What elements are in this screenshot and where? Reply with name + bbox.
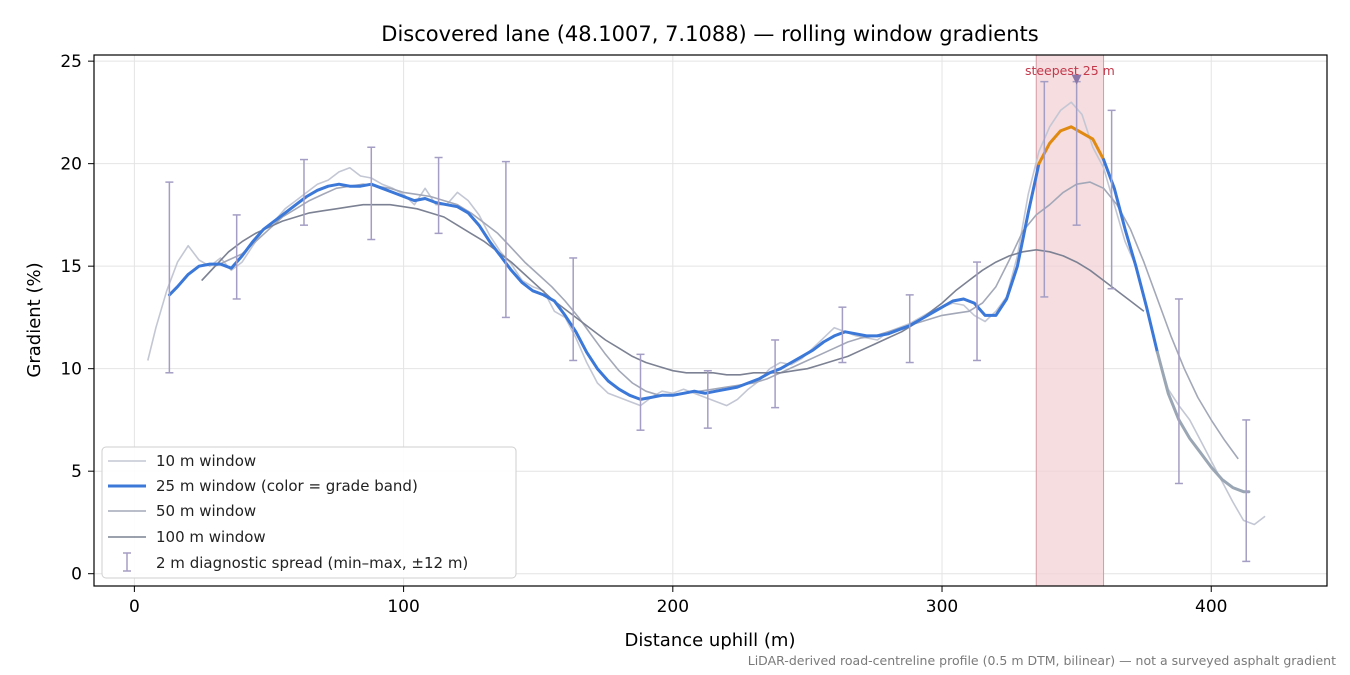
legend-label-100m: 100 m window [156, 528, 266, 546]
x-tick-label-300: 300 [926, 597, 958, 617]
series-line-25m-low [1155, 350, 1251, 494]
y-tick-label-5: 5 [71, 462, 82, 482]
errorbar-213 [703, 369, 712, 429]
series-line-100m [201, 203, 1145, 376]
plot-frame [93, 54, 1328, 587]
y-tick-label-15: 15 [60, 257, 82, 277]
series-line-25m-steep [1037, 125, 1106, 166]
x-axis: 0 100 200 300 400 [129, 586, 1227, 617]
x-tick-label-0: 0 [129, 597, 140, 617]
errorbar-38 [232, 214, 241, 300]
errorbar-413 [1242, 419, 1251, 563]
y-tick-label-20: 20 [60, 155, 82, 175]
marker-layer [1071, 74, 1082, 85]
errorbar-288 [905, 294, 914, 364]
errorbar-238 [771, 339, 780, 409]
x-tick-label-200: 200 [657, 597, 689, 617]
errorbar-13 [165, 181, 174, 374]
errorbar-138 [501, 160, 510, 319]
legend: 10 m window 25 m window (color = grade b… [101, 446, 517, 579]
series-layer [147, 101, 1266, 526]
legend-label-10m: 10 m window [156, 452, 256, 470]
x-tick-label-100: 100 [387, 597, 419, 617]
errorbar-338 [1040, 80, 1049, 298]
errorbar-388 [1174, 298, 1183, 485]
steepest-label: steepest 25 m [1025, 63, 1115, 78]
errorbar-363 [1107, 109, 1116, 290]
errorbar-113 [434, 156, 443, 235]
y-axis-label: Gradient (%) [24, 262, 45, 377]
legend-box [101, 446, 517, 579]
y-tick-label-25: 25 [60, 52, 82, 72]
y-tick-label-10: 10 [60, 360, 82, 380]
series-line-25m-descent [1102, 158, 1159, 354]
y-axis: 0 5 10 15 20 25 [60, 52, 94, 585]
errorbar-263 [838, 306, 847, 364]
error-bars [165, 80, 1251, 563]
x-axis-label: Distance uphill (m) [625, 630, 796, 651]
footnote: LiDAR-derived road-centreline profile (0… [748, 653, 1336, 668]
x-tick-label-400: 400 [1195, 597, 1227, 617]
legend-label-25m: 25 m window (color = grade band) [156, 477, 418, 495]
errorbar-63 [299, 158, 308, 226]
y-tick-label-0: 0 [71, 565, 82, 585]
errorbar-88 [367, 146, 376, 241]
steepest-marker [1071, 74, 1082, 85]
legend-swatch-errorbar [123, 552, 131, 572]
legend-label-50m: 50 m window [156, 502, 256, 520]
series-line-25m-main [167, 162, 1041, 401]
errorbar-188 [636, 353, 645, 431]
errorbar-163 [569, 257, 578, 362]
errorbar-313 [973, 261, 982, 362]
legend-label-errorbar: 2 m diagnostic spread (min–max, ±12 m) [156, 554, 468, 572]
series-line-10m [147, 101, 1266, 526]
chart-title: Discovered lane (48.1007, 7.1088) — roll… [381, 22, 1038, 46]
